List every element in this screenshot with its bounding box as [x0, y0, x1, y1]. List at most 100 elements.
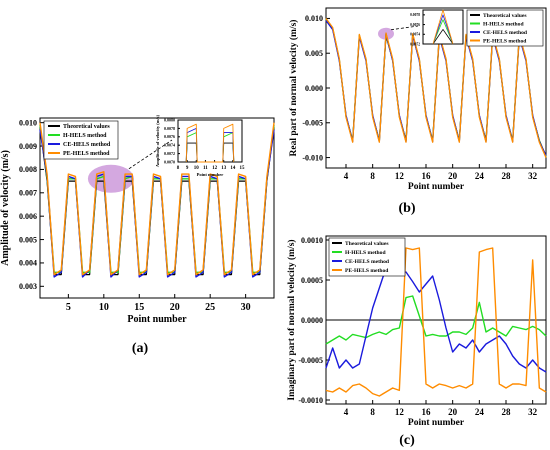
- y-tick-label: 0.0005: [301, 276, 323, 285]
- highlight-ellipse: [87, 164, 134, 193]
- y-tick-label: 0.0072: [164, 151, 175, 156]
- panel-b-label: (b): [398, 201, 415, 216]
- series-line-3: [325, 267, 547, 373]
- y-tick-label: 0.0010: [301, 236, 323, 245]
- y-tick-label: 0.0078: [410, 13, 420, 17]
- y-tick-label: -0.0010: [298, 396, 323, 405]
- x-tick-label: 10: [194, 166, 200, 171]
- y-tick-label: 0.0070: [164, 159, 175, 164]
- y-tick-label: 0.000: [305, 84, 323, 93]
- x-tick-label: 16: [422, 171, 432, 181]
- y-tick-label: 0.0080: [164, 117, 175, 122]
- x-tick-label: 30: [241, 302, 251, 313]
- series-line-4: [325, 18, 547, 158]
- x-tick-label: 20: [448, 171, 458, 181]
- x-tick-label: 20: [448, 407, 458, 417]
- zoom-pointer: [390, 25, 419, 31]
- x-tick-label: 12: [212, 166, 218, 171]
- legend-entry: H-HELS method: [483, 21, 524, 27]
- x-tick-label: 4: [344, 407, 349, 417]
- series-line-3: [432, 14, 454, 45]
- panel-a-label: (a): [132, 341, 149, 356]
- series-line-4: [185, 123, 235, 163]
- x-tick-label: 11: [203, 166, 208, 171]
- legend-entry: H-HELS method: [345, 250, 386, 256]
- x-tick-label: 32: [528, 171, 538, 181]
- x-axis-label: Point number: [197, 172, 224, 177]
- y-tick-label: 0.005: [19, 235, 37, 244]
- x-tick-label: 5: [66, 302, 71, 313]
- y-tick-label: 0.006: [19, 212, 37, 221]
- y-tick-label: 0.005: [305, 49, 323, 58]
- legend-entry: CE-HELS method: [483, 30, 528, 36]
- y-tick-label: 0.007: [19, 189, 37, 198]
- legend-entry: CE-HELS method: [63, 142, 111, 148]
- y-tick-label: 0.008: [19, 165, 37, 174]
- x-tick-label: 32: [528, 407, 538, 417]
- y-tick-label: 0.0074: [164, 143, 175, 148]
- x-tick-label: 12: [395, 171, 405, 181]
- x-tick-label: 28: [502, 407, 512, 417]
- x-tick-label: 16: [422, 407, 432, 417]
- x-axis-label: Point number: [408, 182, 465, 192]
- legend-entry: H-HELS method: [63, 133, 107, 139]
- legend-entry: PE-HELS method: [345, 268, 389, 274]
- x-tick-label: 24: [475, 407, 485, 417]
- panel-c-label: (c): [399, 433, 415, 448]
- series-line-1: [432, 29, 454, 45]
- y-tick-label: 0.003: [19, 282, 37, 291]
- x-tick-label: 12: [395, 407, 405, 417]
- y-tick-label: 0.0000: [301, 316, 323, 325]
- y-axis-label: Imaginary part of normal velocity (m/s): [286, 239, 297, 400]
- x-tick-label: 10: [99, 302, 109, 313]
- series-line-4: [432, 9, 454, 45]
- x-tick-label: 8: [177, 166, 180, 171]
- series-line-4: [325, 247, 547, 397]
- x-tick-label: 9: [186, 166, 189, 171]
- plot-frame: [39, 117, 275, 299]
- y-tick-label: 0.0074: [410, 33, 420, 37]
- panel-c-chart: 4 8 12 16 20 24 28 32 -0.0010 -0.0005 0.0000 0.0005…: [286, 235, 547, 428]
- y-tick-label: -0.005: [302, 119, 323, 128]
- y-axis-label: Amplitude of velocity (m/s): [0, 150, 11, 266]
- x-tick-label: 8: [370, 407, 375, 417]
- y-axis-label: Amplitude of velocity (m/s): [155, 114, 160, 167]
- y-tick-label: -0.0005: [298, 356, 323, 365]
- y-axis-label: Real part of normal velocity (m/s): [288, 20, 299, 157]
- x-tick-label: 8: [370, 171, 375, 181]
- x-tick-label: 25: [205, 302, 215, 313]
- legend-entry: PE-HELS method: [483, 38, 527, 44]
- y-tick-label: 0.0078: [164, 126, 175, 131]
- series-line-2: [432, 19, 454, 45]
- zoom-pointer: [128, 139, 173, 170]
- x-tick-label: 20: [170, 302, 180, 313]
- y-tick-label: 0.010: [305, 14, 323, 23]
- panel-b-chart: 4 8 12 16 20 24 28 32 -0.010 -0.005 0.000 0.005 0.01…: [288, 7, 547, 192]
- x-tick-label: 15: [240, 166, 246, 171]
- y-tick-label: 0.0076: [410, 23, 420, 27]
- series-line-2: [325, 295, 547, 345]
- panel-a-chart: 5 10 15 20 25 30 0.003 0.004 0.005 0.006 0.007 0.00…: [0, 114, 275, 325]
- y-tick-label: 0.009: [19, 142, 37, 151]
- legend-entry: Theoretical values: [483, 13, 527, 19]
- y-tick-label: -0.010: [302, 153, 323, 162]
- x-tick-label: 14: [230, 166, 236, 171]
- legend-box: [43, 120, 119, 160]
- y-tick-label: 0.0076: [164, 134, 175, 139]
- series-line-4: [39, 122, 275, 276]
- x-tick-label: 24: [475, 171, 485, 181]
- legend-entry: Theoretical values: [345, 241, 389, 247]
- x-axis-label: Point number: [127, 314, 187, 325]
- y-tick-label: 0.0072: [410, 42, 420, 46]
- legend-entry: PE-HELS method: [63, 151, 110, 157]
- legend-entry: CE-HELS method: [345, 259, 390, 265]
- x-axis-label: Point number: [408, 418, 465, 428]
- y-tick-label: 0.010: [19, 118, 37, 127]
- x-tick-label: 28: [502, 171, 512, 181]
- x-tick-label: 13: [221, 166, 227, 171]
- legend-entry: Theoretical values: [63, 124, 110, 130]
- x-tick-label: 15: [134, 302, 144, 313]
- inset-background: [178, 120, 242, 162]
- y-tick-label: 0.004: [19, 259, 37, 268]
